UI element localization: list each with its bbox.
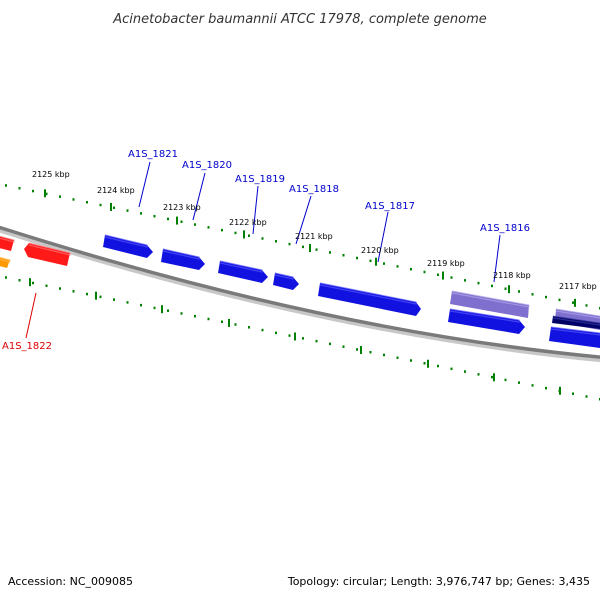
tick-label: 2118 kbp (493, 271, 531, 280)
gene-arrow-red (0, 235, 15, 251)
tick-label: 2120 kbp (361, 246, 399, 255)
gene-features (0, 234, 600, 348)
tick-label: 2125 kbp (32, 170, 70, 179)
label-leader-line (192, 172, 206, 221)
label-leader-line (377, 211, 389, 263)
gene-arrow-a1s-1819 (218, 260, 268, 283)
tick-label: 2124 kbp (97, 186, 135, 195)
gene-arrow-a1s-1816 (450, 290, 530, 318)
gene-label-a1s-1817[interactable]: A1S_1817 (365, 201, 415, 212)
gene-label-a1s-1821[interactable]: A1S_1821 (128, 149, 178, 160)
gene-label-a1s-1820[interactable]: A1S_1820 (182, 160, 232, 171)
tick-labels: 2125 kbp 2124 kbp 2123 kbp 2122 kbp 2121 kbp… (32, 170, 597, 291)
label-leader-line (252, 185, 259, 235)
genome-summary-text: Topology: circular; Length: 3,976,747 bp… (287, 575, 590, 588)
accession-text: Accession: NC_009085 (8, 575, 133, 588)
gene-arrow-a1s-1820 (161, 248, 205, 270)
gene-label-a1s-1819[interactable]: A1S_1819 (235, 174, 285, 185)
backbone-shadow (0, 226, 600, 363)
gene-label-a1s-1818[interactable]: A1S_1818 (289, 184, 339, 195)
tick-label: 2123 kbp (163, 203, 201, 212)
lower-tick-track (5, 276, 600, 401)
tick-label: 2117 kbp (559, 282, 597, 291)
tick-label: 2121 kbp (295, 232, 333, 241)
gene-label-a1s-1816[interactable]: A1S_1816 (480, 223, 530, 234)
gene-arrow-dark-edge (552, 315, 600, 329)
tick-label: 2122 kbp (229, 218, 267, 227)
gene-arrow-a1s-1822 (24, 242, 71, 266)
gene-arrow-blue-edge (549, 326, 600, 348)
gene-arrow-a1s-1816b (448, 308, 525, 334)
upper-tick-track (5, 184, 600, 310)
gene-label-leaders (25, 161, 501, 339)
gene-arrow-a1s-1817 (318, 282, 421, 316)
gene-arrow-a1s-1821 (103, 234, 153, 258)
tick-label: 2119 kbp (427, 259, 465, 268)
label-leader-line (25, 292, 37, 339)
genome-backbone (0, 225, 600, 359)
label-leader-line (493, 234, 501, 283)
gene-arrow-a1s-1818 (273, 272, 299, 290)
label-leader-line (138, 161, 151, 208)
label-leader-line (295, 195, 312, 245)
gene-arrow-orange (0, 256, 11, 268)
map-title: Acinetobacter baumannii ATCC 17978, comp… (112, 12, 487, 27)
gene-label-a1s-1822[interactable]: A1S_1822 (2, 341, 52, 352)
